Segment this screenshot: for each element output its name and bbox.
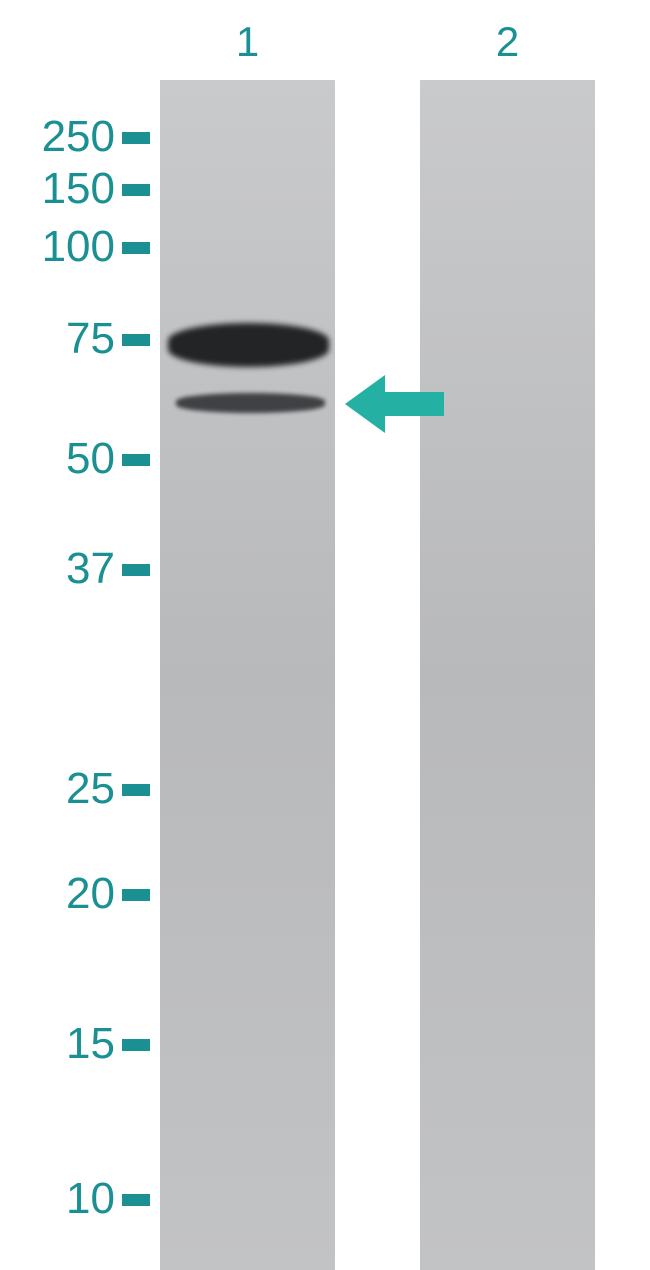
marker-label-150: 150 [0, 164, 115, 214]
marker-tick-20 [122, 889, 150, 901]
marker-label-100: 100 [0, 222, 115, 272]
marker-tick-250 [122, 132, 150, 144]
blot-figure: 1 2 250150 100 75 50 37 25 20 15 10 [0, 0, 650, 1270]
lane-1: 1 [160, 80, 335, 1270]
marker-tick-150 [122, 184, 150, 196]
marker-tick-100 [122, 242, 150, 254]
marker-label-75: 75 [0, 314, 115, 364]
marker-tick-10 [122, 1194, 150, 1206]
marker-tick-37 [122, 564, 150, 576]
marker-label-25: 25 [0, 764, 115, 814]
marker-label-10: 10 [0, 1174, 115, 1224]
pointer-arrow-head-icon [345, 375, 385, 433]
band-upper-band [168, 323, 329, 367]
lane-2-header: 2 [420, 18, 595, 66]
marker-label-20: 20 [0, 869, 115, 919]
pointer-arrow-shaft [382, 392, 444, 416]
lane-1-header: 1 [160, 18, 335, 66]
marker-label-15: 15 [0, 1019, 115, 1069]
marker-label-37: 37 [0, 544, 115, 594]
marker-tick-75 [122, 334, 150, 346]
lane-2: 2 [420, 80, 595, 1270]
marker-tick-15 [122, 1039, 150, 1051]
marker-tick-50 [122, 454, 150, 466]
marker-label-50: 50 [0, 434, 115, 484]
band-lower-band-pointed [176, 393, 325, 413]
marker-label-250: 250 [0, 112, 115, 162]
marker-tick-25 [122, 784, 150, 796]
